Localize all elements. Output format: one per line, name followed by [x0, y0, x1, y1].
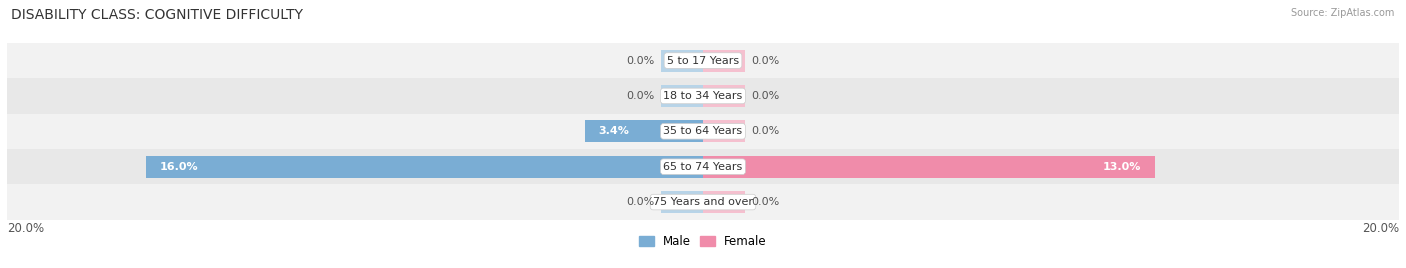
Bar [146, 156, 703, 178]
Text: 75 Years and over: 75 Years and over [652, 197, 754, 207]
Bar [7, 184, 1399, 220]
Text: 20.0%: 20.0% [7, 222, 44, 234]
Bar [585, 120, 703, 142]
Bar [703, 50, 745, 72]
Bar [7, 43, 1399, 78]
Bar [661, 191, 703, 213]
Text: 20.0%: 20.0% [1362, 222, 1399, 234]
Text: 0.0%: 0.0% [626, 197, 654, 207]
Legend: Male, Female: Male, Female [634, 230, 772, 253]
Text: 16.0%: 16.0% [160, 162, 198, 172]
Bar [703, 85, 745, 107]
Text: 65 to 74 Years: 65 to 74 Years [664, 162, 742, 172]
Text: 0.0%: 0.0% [752, 197, 780, 207]
Bar [7, 149, 1399, 184]
Text: 18 to 34 Years: 18 to 34 Years [664, 91, 742, 101]
Text: Source: ZipAtlas.com: Source: ZipAtlas.com [1291, 8, 1395, 18]
Bar [703, 191, 745, 213]
Bar [661, 85, 703, 107]
Text: 3.4%: 3.4% [599, 126, 630, 136]
Bar [7, 78, 1399, 114]
Text: 13.0%: 13.0% [1104, 162, 1142, 172]
Bar [703, 120, 745, 142]
Text: 0.0%: 0.0% [752, 55, 780, 66]
Text: DISABILITY CLASS: COGNITIVE DIFFICULTY: DISABILITY CLASS: COGNITIVE DIFFICULTY [11, 8, 304, 22]
Bar [703, 156, 1156, 178]
Text: 5 to 17 Years: 5 to 17 Years [666, 55, 740, 66]
Bar [661, 50, 703, 72]
Text: 0.0%: 0.0% [752, 126, 780, 136]
Text: 0.0%: 0.0% [626, 91, 654, 101]
Text: 0.0%: 0.0% [752, 91, 780, 101]
Text: 35 to 64 Years: 35 to 64 Years [664, 126, 742, 136]
Text: 0.0%: 0.0% [626, 55, 654, 66]
Bar [7, 114, 1399, 149]
